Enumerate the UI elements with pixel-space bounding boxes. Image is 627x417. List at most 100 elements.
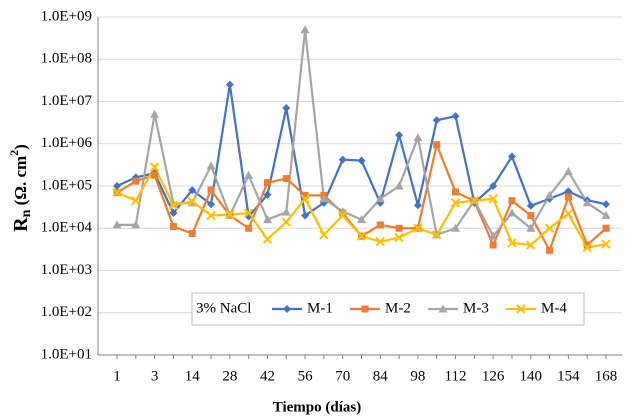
marker [508, 197, 516, 205]
marker [188, 186, 197, 195]
x-tick-label: 168 [595, 368, 618, 384]
marker [376, 221, 384, 229]
marker [545, 190, 555, 199]
marker [583, 241, 591, 249]
marker [206, 161, 216, 170]
marker [168, 199, 178, 208]
marker [489, 241, 497, 249]
marker [206, 210, 216, 221]
x-tick-label: 14 [185, 368, 201, 384]
marker [319, 230, 329, 240]
x-tick-label: 126 [482, 368, 505, 384]
marker [413, 201, 422, 210]
marker [544, 223, 555, 233]
x-tick-label: 154 [557, 368, 580, 384]
marker [282, 104, 291, 113]
marker [337, 210, 348, 221]
marker [169, 223, 177, 231]
y-tick-label: 1.0E+04 [41, 220, 93, 236]
marker [395, 131, 404, 140]
y-tick-label: 1.0E+05 [41, 177, 92, 193]
marker [432, 230, 442, 240]
marker [546, 246, 554, 254]
x-tick-label: 3 [151, 368, 159, 384]
marker [357, 156, 366, 165]
marker [438, 304, 448, 313]
marker [375, 237, 386, 247]
marker [282, 175, 290, 183]
x-tick-label: 140 [520, 368, 543, 384]
marker [507, 238, 517, 248]
marker [281, 207, 291, 216]
marker [262, 234, 273, 244]
marker [225, 209, 235, 220]
legend-label: M-3 [463, 300, 489, 316]
x-tick-label: 1 [113, 368, 121, 384]
marker [357, 215, 366, 224]
marker [243, 208, 254, 218]
marker [394, 181, 404, 190]
marker [582, 198, 592, 207]
marker [263, 179, 271, 187]
y-axis-title-end: ) [11, 144, 30, 150]
marker [527, 212, 535, 220]
marker [526, 223, 536, 232]
marker [564, 187, 573, 196]
x-tick-label: 70 [335, 368, 350, 384]
marker [225, 80, 234, 89]
marker [132, 177, 140, 185]
marker [244, 170, 254, 179]
x-tick-label: 56 [298, 368, 314, 384]
y-axis-title: Rn (Ω. cm2) [7, 144, 34, 232]
marker [489, 182, 498, 190]
marker [488, 194, 498, 204]
x-axis-title: Tiempo (días) [273, 399, 361, 415]
marker [432, 116, 441, 125]
marker [564, 193, 572, 201]
legend-label: M-1 [307, 300, 333, 316]
y-axis-title-text: (Ω. cm [11, 156, 30, 210]
series-line [116, 84, 607, 220]
marker [131, 195, 141, 206]
marker [413, 133, 423, 142]
marker [375, 194, 385, 203]
marker [283, 305, 291, 313]
marker [601, 239, 611, 249]
y-tick-label: 1.0E+06 [41, 135, 93, 151]
marker [281, 217, 291, 227]
marker [300, 25, 310, 34]
marker [451, 112, 460, 121]
marker [168, 200, 179, 210]
y-tick-label: 1.0E+02 [41, 304, 92, 320]
marker [207, 186, 215, 194]
marker [149, 162, 160, 172]
marker [188, 230, 196, 238]
annotation: 3% NaCl [196, 300, 251, 316]
marker [169, 208, 178, 217]
marker [395, 224, 403, 232]
marker [602, 200, 610, 209]
x-tick-label: 28 [222, 368, 237, 384]
marker [113, 182, 121, 190]
marker [131, 220, 141, 229]
marker [516, 304, 526, 314]
marker [526, 201, 535, 210]
marker [507, 152, 516, 161]
marker [451, 223, 461, 232]
marker [413, 223, 423, 233]
legend-label: M-2 [385, 300, 411, 316]
legend-label: M-4 [541, 300, 567, 316]
marker [450, 198, 461, 208]
y-axis-title-sup: 2 [7, 150, 21, 156]
y-axis-title-sub: n [19, 209, 34, 217]
marker [245, 224, 253, 232]
marker [301, 191, 309, 199]
y-axis-title-main: R [10, 217, 32, 232]
marker [319, 194, 329, 203]
marker [207, 200, 216, 209]
x-tick-label: 98 [410, 368, 425, 384]
marker [394, 232, 404, 243]
marker [112, 187, 122, 198]
marker [526, 240, 536, 250]
